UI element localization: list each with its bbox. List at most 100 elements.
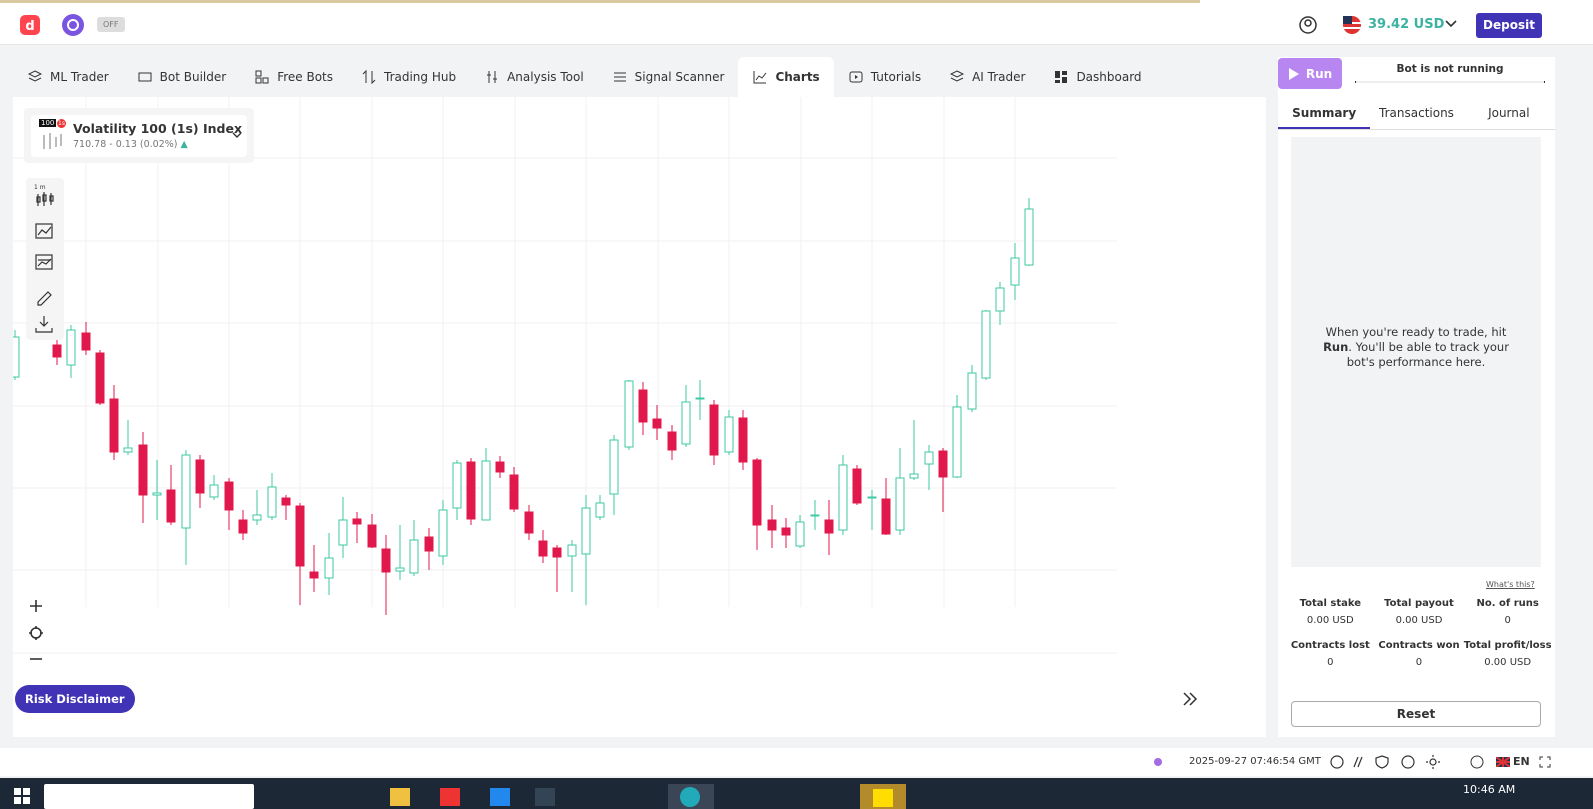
svg-element [255, 70, 269, 84]
chevron[interactable] [1444, 19, 1458, 29]
stat: No. of runs 0 [1463, 598, 1552, 626]
bullish-candle [409, 539, 419, 574]
bullish-candle [624, 380, 634, 448]
tab[interactable]: Free Bots [240, 57, 347, 97]
span-element: Tutorials [870, 70, 922, 84]
symbol-selector[interactable]: 100 1s Volatility 100 (1s) Index 710.78 … [24, 108, 254, 163]
tab-active[interactable]: Charts [738, 57, 834, 97]
path-element [14, 788, 30, 804]
bullish-candle [66, 329, 76, 366]
bullish-candle [324, 557, 334, 579]
path-element [1426, 755, 1440, 769]
rect-element [490, 788, 510, 806]
bullish-candle [395, 567, 405, 572]
path-element [37, 291, 52, 306]
panel-tab[interactable]: Journal [1488, 106, 1530, 120]
taskbar-apps[interactable] [330, 784, 910, 809]
path-element [1496, 757, 1510, 767]
bullish-candle [123, 447, 133, 453]
symbol-box[interactable]: 100 1s Volatility 100 (1s) Index 710.78 … [31, 115, 247, 157]
path-element [753, 71, 767, 84]
stat: Total payout 0.00 USD [1375, 598, 1464, 626]
bullish-candle [567, 544, 577, 557]
bullish-candle [924, 451, 934, 465]
empty-message: When you're ready to trade, hit Run. You… [1291, 137, 1541, 567]
symbol-icon [43, 133, 62, 149]
bot-icon[interactable] [61, 13, 85, 37]
bullish-candle [152, 492, 162, 496]
bearish-candle [652, 418, 662, 429]
bullish-candle [338, 519, 348, 546]
bearish-candle [466, 461, 476, 520]
uk-flag [1496, 757, 1510, 767]
bearish-candle [824, 519, 834, 534]
path-element [37, 258, 52, 267]
bearish-candle [767, 519, 777, 531]
bearish-candle [109, 398, 119, 453]
tab[interactable]: Dashboard [1039, 57, 1155, 97]
bullish-candle [895, 477, 905, 531]
tab[interactable]: Analysis Tool [470, 57, 598, 97]
progress [1355, 81, 1545, 83]
zoom-icons[interactable] [22, 592, 50, 674]
bearish-candle [295, 505, 305, 567]
stat: Total stake 0.00 USD [1286, 598, 1375, 626]
start-button[interactable] [14, 788, 30, 804]
help-icon[interactable] [1470, 755, 1484, 769]
language[interactable]: EN [1513, 755, 1530, 768]
deposit-button[interactable]: Deposit [1476, 13, 1542, 38]
tab[interactable]: AI Trader [935, 57, 1039, 97]
tab[interactable]: ML Trader [13, 57, 123, 97]
fullscreen[interactable] [1539, 756, 1551, 768]
path-element [35, 316, 53, 333]
symbol-badge: 100 [39, 119, 57, 127]
tab[interactable]: Trading Hub [347, 57, 470, 97]
g-element [35, 192, 54, 333]
text-element: d [25, 19, 34, 34]
span-element: Bot is not running [1396, 63, 1504, 75]
bullish-candle [1024, 208, 1034, 266]
tab[interactable]: Signal Scanner [598, 57, 739, 97]
svg-element [1055, 71, 1068, 83]
risk-disclaimer[interactable]: Risk Disclaimer [15, 685, 135, 713]
symbol-quote: 710.78 - 0.13 (0.02%) ▲ [73, 139, 188, 150]
tab[interactable]: Bot Builder [123, 57, 241, 97]
bullish-candle [967, 372, 977, 410]
interval[interactable]: 1 m [34, 184, 46, 191]
play-icon [1288, 67, 1299, 80]
run-button[interactable]: Run [1278, 58, 1342, 89]
rect-element [390, 788, 410, 806]
circle-element [1304, 19, 1312, 27]
tab[interactable]: Tutorials [834, 57, 935, 97]
rect-element [535, 788, 555, 806]
span-element: 0.00 USD [1484, 657, 1532, 668]
whats-this[interactable]: What's this? [1486, 580, 1535, 589]
toggle[interactable]: OFF [97, 17, 125, 32]
bullish-candle [581, 507, 591, 555]
b-element: Run [1323, 340, 1349, 354]
path-element [487, 71, 498, 83]
svg-element [613, 72, 626, 82]
expand-chart[interactable] [1183, 692, 1198, 706]
bullish-candle [981, 310, 991, 379]
footer-icons[interactable] [1330, 755, 1455, 769]
reset-button[interactable]: Reset [1291, 701, 1541, 727]
span-element: Free Bots [277, 70, 333, 84]
rect-element [849, 71, 863, 83]
price-chart[interactable] [13, 97, 1266, 737]
bullish-candle [695, 397, 705, 400]
tool-icons[interactable] [34, 190, 56, 335]
bullish-candle [452, 462, 462, 509]
bearish-candle [881, 498, 891, 535]
svg-element [487, 71, 498, 83]
span-element: 0.00 USD [1306, 615, 1354, 626]
bearish-candle [638, 389, 648, 423]
balance[interactable]: 39.42 USD [1368, 17, 1445, 32]
search-box[interactable] [44, 784, 254, 809]
account-icon[interactable] [1298, 15, 1318, 35]
panel-tab[interactable]: Transactions [1379, 106, 1454, 120]
panel-tab-active[interactable]: Summary [1278, 97, 1371, 129]
span-element: Analysis Tool [507, 70, 584, 84]
span-element: . You'll be able to track your bot's per… [1346, 340, 1509, 369]
